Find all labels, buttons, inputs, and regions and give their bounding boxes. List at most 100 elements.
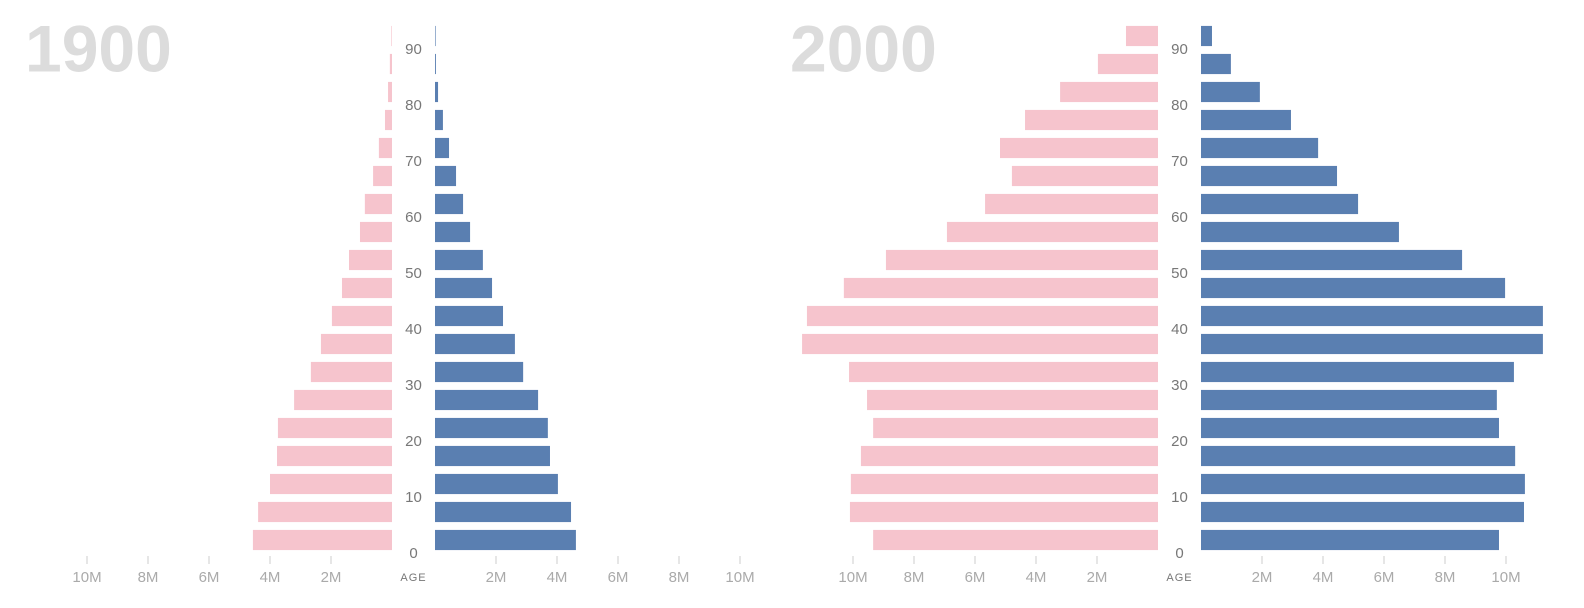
bar xyxy=(435,277,493,299)
bar xyxy=(1025,109,1158,131)
bar xyxy=(435,25,436,47)
x-tick-label: 8M xyxy=(138,569,159,586)
bar xyxy=(435,221,471,243)
bar xyxy=(320,333,392,355)
age-tick-label: 70 xyxy=(405,153,422,170)
bar xyxy=(435,249,483,271)
age-tick-label: 30 xyxy=(405,377,422,394)
x-tick-label: 8M xyxy=(904,569,925,586)
bar xyxy=(1201,501,1524,523)
bar xyxy=(310,361,392,383)
bar xyxy=(391,25,392,47)
bar xyxy=(1011,165,1158,187)
panel-title: 2000 xyxy=(790,11,937,85)
age-axis-label: AGE xyxy=(400,572,426,584)
x-tick-label: 6M xyxy=(1374,569,1395,586)
x-tick-label: 6M xyxy=(608,569,629,586)
bar xyxy=(331,305,392,327)
bar xyxy=(435,109,443,131)
bar xyxy=(373,165,392,187)
bar xyxy=(873,417,1158,439)
bar xyxy=(1201,277,1506,299)
age-tick-label: 30 xyxy=(1171,377,1188,394)
bar xyxy=(843,277,1158,299)
bar xyxy=(873,529,1158,551)
bar xyxy=(1060,81,1158,103)
bar xyxy=(1201,389,1497,411)
bar xyxy=(359,221,392,243)
age-tick-label: 20 xyxy=(1171,433,1188,450)
bar xyxy=(849,501,1158,523)
bar xyxy=(985,193,1158,215)
bar xyxy=(1097,53,1158,75)
age-tick-label: 10 xyxy=(405,489,422,506)
bar xyxy=(270,473,392,495)
x-tick-label: 10M xyxy=(838,569,867,586)
age-tick-label: 80 xyxy=(1171,97,1188,114)
bar xyxy=(1201,305,1543,327)
age-tick-label: 40 xyxy=(405,321,422,338)
x-tick-label: 10M xyxy=(72,569,101,586)
x-tick-label: 4M xyxy=(1313,569,1334,586)
bar xyxy=(849,361,1158,383)
bar xyxy=(1201,249,1463,271)
bar xyxy=(389,53,392,75)
bar xyxy=(1201,137,1319,159)
bar xyxy=(885,249,1158,271)
bar xyxy=(1201,417,1499,439)
bar xyxy=(435,473,558,495)
bar xyxy=(850,473,1158,495)
bar xyxy=(435,529,576,551)
bar xyxy=(252,529,392,551)
x-tick-label: 6M xyxy=(965,569,986,586)
bar xyxy=(435,501,572,523)
age-tick-label: 60 xyxy=(405,209,422,226)
bar xyxy=(435,53,436,75)
bar xyxy=(1000,137,1158,159)
age-tick-label: 60 xyxy=(1171,209,1188,226)
x-tick-label: 6M xyxy=(199,569,220,586)
bar xyxy=(277,445,392,467)
bar xyxy=(1201,25,1212,47)
x-tick-label: 8M xyxy=(1435,569,1456,586)
bar xyxy=(435,81,439,103)
age-tick-label: 50 xyxy=(405,265,422,282)
x-tick-label: 4M xyxy=(547,569,568,586)
bar xyxy=(1201,165,1338,187)
bar xyxy=(1201,473,1525,495)
bar xyxy=(1201,53,1231,75)
x-tick-label: 2M xyxy=(1252,569,1273,586)
bar xyxy=(1201,333,1543,355)
bar xyxy=(348,249,392,271)
x-tick-label: 2M xyxy=(321,569,342,586)
bar xyxy=(258,501,392,523)
x-tick-label: 4M xyxy=(260,569,281,586)
bar xyxy=(388,81,392,103)
age-tick-label: 0 xyxy=(1175,545,1183,562)
x-tick-label: 8M xyxy=(669,569,690,586)
x-tick-label: 10M xyxy=(1491,569,1520,586)
bar xyxy=(294,389,392,411)
bar xyxy=(1201,529,1499,551)
bar xyxy=(435,389,539,411)
bar xyxy=(1201,361,1514,383)
bar xyxy=(435,445,550,467)
bar xyxy=(1201,193,1359,215)
age-axis-label: AGE xyxy=(1166,572,1192,584)
bar xyxy=(435,137,450,159)
x-tick-label: 4M xyxy=(1026,569,1047,586)
bar xyxy=(378,137,392,159)
bar xyxy=(867,389,1158,411)
bar xyxy=(1201,445,1516,467)
age-tick-label: 10 xyxy=(1171,489,1188,506)
bar xyxy=(384,109,392,131)
bar xyxy=(341,277,392,299)
bar xyxy=(435,417,548,439)
bar xyxy=(277,417,392,439)
bar xyxy=(435,361,524,383)
panel-title: 1900 xyxy=(25,11,172,85)
age-tick-label: 20 xyxy=(405,433,422,450)
x-tick-label: 2M xyxy=(1087,569,1108,586)
bar xyxy=(802,333,1158,355)
bar xyxy=(1201,109,1291,131)
